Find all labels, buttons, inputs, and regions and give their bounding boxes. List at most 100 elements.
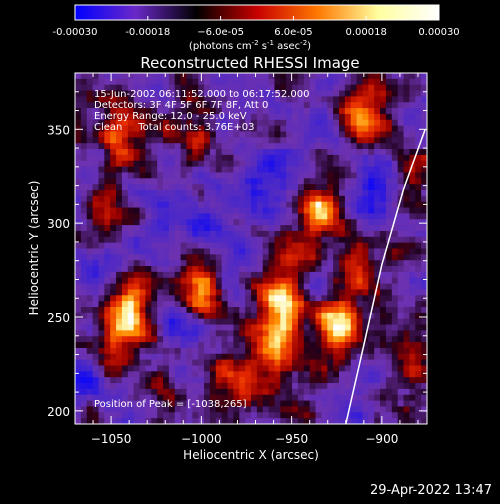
heatmap-cell <box>239 166 246 173</box>
heatmap-cell <box>192 365 199 372</box>
heatmap-cell <box>151 277 158 285</box>
heatmap-cell <box>251 137 258 144</box>
heatmap-cell <box>297 359 305 366</box>
heatmap-cell <box>380 230 387 238</box>
heatmap-cell <box>204 230 211 238</box>
heatmap-cell <box>215 353 223 361</box>
heatmap-cell <box>385 377 393 384</box>
heatmap-cell <box>268 295 275 302</box>
heatmap-cell <box>333 248 340 255</box>
heatmap-cell <box>321 301 328 308</box>
heatmap-cell <box>280 377 287 384</box>
heatmap-cell <box>245 242 252 249</box>
heatmap-cell <box>421 149 427 156</box>
heatmap-cell <box>339 108 346 115</box>
heatmap-cell <box>380 73 387 80</box>
heatmap-cell <box>409 283 416 290</box>
heatmap-cell <box>104 184 111 191</box>
heatmap-cell <box>168 271 176 279</box>
heatmap-cell <box>297 371 305 378</box>
heatmap-cell <box>133 178 141 185</box>
heatmap-cell <box>297 388 305 396</box>
heatmap-cell <box>321 406 328 413</box>
heatmap-cell <box>174 418 182 424</box>
heatmap-cell <box>397 400 405 407</box>
colorbar-tick-label: −6.0e-05 <box>197 27 244 38</box>
heatmap-cell <box>368 383 375 390</box>
heatmap-cell <box>215 260 223 267</box>
heatmap-cell <box>157 406 164 413</box>
heatmap-cell <box>274 289 281 296</box>
heatmap-cell <box>245 178 252 185</box>
heatmap-cell <box>186 400 193 407</box>
heatmap-cell <box>397 353 405 361</box>
heatmap-cell <box>186 418 193 424</box>
heatmap-cell <box>274 318 281 326</box>
heatmap-cell <box>116 201 123 209</box>
heatmap-cell <box>204 219 211 226</box>
heatmap-cell <box>280 113 287 121</box>
heatmap-cell <box>333 207 340 214</box>
heatmap-cell <box>350 400 358 407</box>
heatmap-cell <box>80 84 88 92</box>
heatmap-cell <box>92 260 99 267</box>
heatmap-cell <box>262 324 270 331</box>
heatmap-cell <box>415 260 422 267</box>
heatmap-cell <box>110 260 117 267</box>
heatmap-cell <box>333 73 340 80</box>
heatmap-cell <box>251 73 258 80</box>
heatmap-cell <box>133 119 141 127</box>
heatmap-cell <box>350 353 358 361</box>
heatmap-cell <box>209 353 217 361</box>
heatmap-cell <box>256 400 264 407</box>
heatmap-cell <box>98 307 105 314</box>
heatmap-cell <box>350 84 358 92</box>
heatmap-cell <box>339 219 346 226</box>
heatmap-cell <box>192 78 199 86</box>
heatmap-cell <box>221 248 229 255</box>
heatmap-cell <box>174 113 182 121</box>
heatmap-cell <box>192 225 199 232</box>
heatmap-cell <box>192 260 199 267</box>
heatmap-cell <box>321 312 328 320</box>
heatmap-cell <box>192 242 199 249</box>
heatmap-cell <box>385 400 393 407</box>
heatmap-cell <box>186 324 193 331</box>
heatmap-cell <box>104 371 111 378</box>
heatmap-cell <box>168 365 176 372</box>
heatmap-cell <box>321 242 328 249</box>
heatmap-cell <box>168 418 176 424</box>
heatmap-cell <box>327 213 334 220</box>
heatmap-cell <box>262 371 270 378</box>
heatmap-cell <box>98 418 105 424</box>
heatmap-cell <box>374 195 381 203</box>
heatmap-cell <box>362 365 369 372</box>
heatmap-cell <box>333 347 340 355</box>
heatmap-cell <box>368 301 375 308</box>
heatmap-cell <box>327 149 334 156</box>
heatmap-cell <box>198 301 205 308</box>
heatmap-cell <box>157 283 164 290</box>
heatmap-cell <box>180 266 187 273</box>
heatmap-cell <box>186 406 193 413</box>
heatmap-cell <box>421 96 427 103</box>
heatmap-cell <box>75 78 82 86</box>
heatmap-cell <box>163 143 170 150</box>
heatmap-cell <box>409 330 416 337</box>
heatmap-cell <box>133 207 141 214</box>
heatmap-cell <box>327 347 334 355</box>
heatmap-cell <box>309 388 317 396</box>
heatmap-cell <box>403 342 410 349</box>
heatmap-cell <box>321 125 328 132</box>
heatmap-cell <box>292 336 299 343</box>
heatmap-cell <box>139 383 146 390</box>
heatmap-cell <box>204 359 211 366</box>
heatmap-cell <box>333 125 340 132</box>
heatmap-cell <box>116 330 123 337</box>
heatmap-cell <box>380 324 387 331</box>
heatmap-cell <box>380 149 387 156</box>
heatmap-cell <box>104 190 111 197</box>
heatmap-cell <box>233 137 240 144</box>
heatmap-cell <box>180 342 187 349</box>
heatmap-cell <box>86 418 94 424</box>
